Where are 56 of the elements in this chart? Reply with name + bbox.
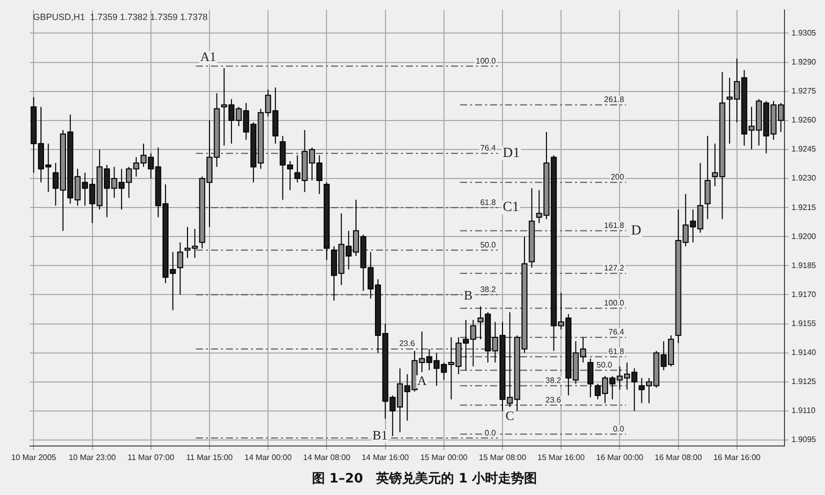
- annotation: 161.8: [604, 221, 625, 230]
- x-tick-label: 16 Mar 00:00: [596, 452, 644, 462]
- y-tick-label: 1.9110: [792, 406, 816, 416]
- x-tick-label: 15 Mar 00:00: [420, 452, 468, 462]
- y-tick-label: 1.9230: [792, 174, 817, 183]
- annotation: 50.0: [480, 240, 496, 250]
- x-tick-label: 10 Mar 23:00: [68, 452, 116, 462]
- annotation: A1: [200, 49, 216, 64]
- annotation: 100.0: [604, 298, 625, 308]
- annotation: 23.6: [546, 395, 562, 404]
- x-tick-label: 14 Mar 08:00: [303, 452, 351, 462]
- x-tick-label: 16 Mar 08:00: [654, 452, 702, 462]
- x-tick-label: 11 Mar 07:00: [128, 452, 175, 462]
- annotation: 76.4: [608, 328, 625, 337]
- x-tick-label: 11 Mar 15:00: [186, 452, 234, 462]
- x-tick-label: 14 Mar 16:00: [362, 452, 410, 462]
- x-tick-label: 14 Mar 00:00: [244, 452, 292, 462]
- y-tick-label: 1.9155: [792, 318, 817, 328]
- annotation: B: [464, 287, 473, 302]
- annotation: 0.0: [612, 424, 625, 434]
- y-tick-label: 1.9140: [792, 348, 817, 358]
- annotation: 50.0: [596, 360, 613, 370]
- annotation: 261.8: [604, 95, 625, 104]
- annotation: 127.2: [604, 264, 625, 273]
- y-tick-label: 1.9185: [792, 260, 817, 270]
- annotation: D: [631, 223, 642, 238]
- y-tick-label: 1.9305: [792, 28, 817, 38]
- annotation: 38.2: [546, 376, 562, 385]
- y-tick-label: 1.9200: [792, 232, 817, 241]
- annotation: 23.6: [399, 339, 416, 348]
- annotation: B1: [372, 428, 388, 443]
- chart-subtitle: GBPUSD,H1 1.7359 1.7382 1.7359 1.7378: [33, 12, 208, 22]
- x-tick-label: 15 Mar 08:00: [478, 452, 527, 462]
- x-tick-label: 15 Mar 16:00: [538, 452, 586, 462]
- annotation: C: [505, 408, 514, 423]
- annotation: 200: [610, 172, 625, 182]
- text: 图 1–20 英镑兑美元的 1 小时走势图: [312, 470, 538, 487]
- annotation: 61.8: [480, 198, 496, 207]
- annotation: A: [417, 373, 428, 388]
- y-tick-label: 1.9215: [792, 202, 817, 212]
- x-tick-label: 10 Mar 2005: [11, 452, 57, 462]
- y-tick-label: 1.9260: [792, 116, 817, 125]
- y-tick-label: 1.9275: [792, 86, 817, 96]
- annotation: 0.0: [484, 428, 496, 438]
- y-tick-label: 1.9095: [792, 435, 817, 444]
- annotation: 76.4: [480, 144, 496, 153]
- y-tick-label: 1.9170: [792, 290, 817, 299]
- x-tick-label: 16 Mar 16:00: [713, 452, 762, 462]
- annotation: C1: [502, 200, 520, 216]
- y-tick-label: 1.9290: [792, 58, 817, 66]
- y-tick-label: 1.9125: [792, 377, 817, 386]
- annotation: 100.0: [476, 56, 496, 66]
- y-tick-label: 1.9245: [792, 144, 817, 154]
- annotation: D1: [502, 146, 520, 161]
- annotation: 38.2: [480, 284, 496, 294]
- annotation: 61.8: [608, 346, 625, 356]
